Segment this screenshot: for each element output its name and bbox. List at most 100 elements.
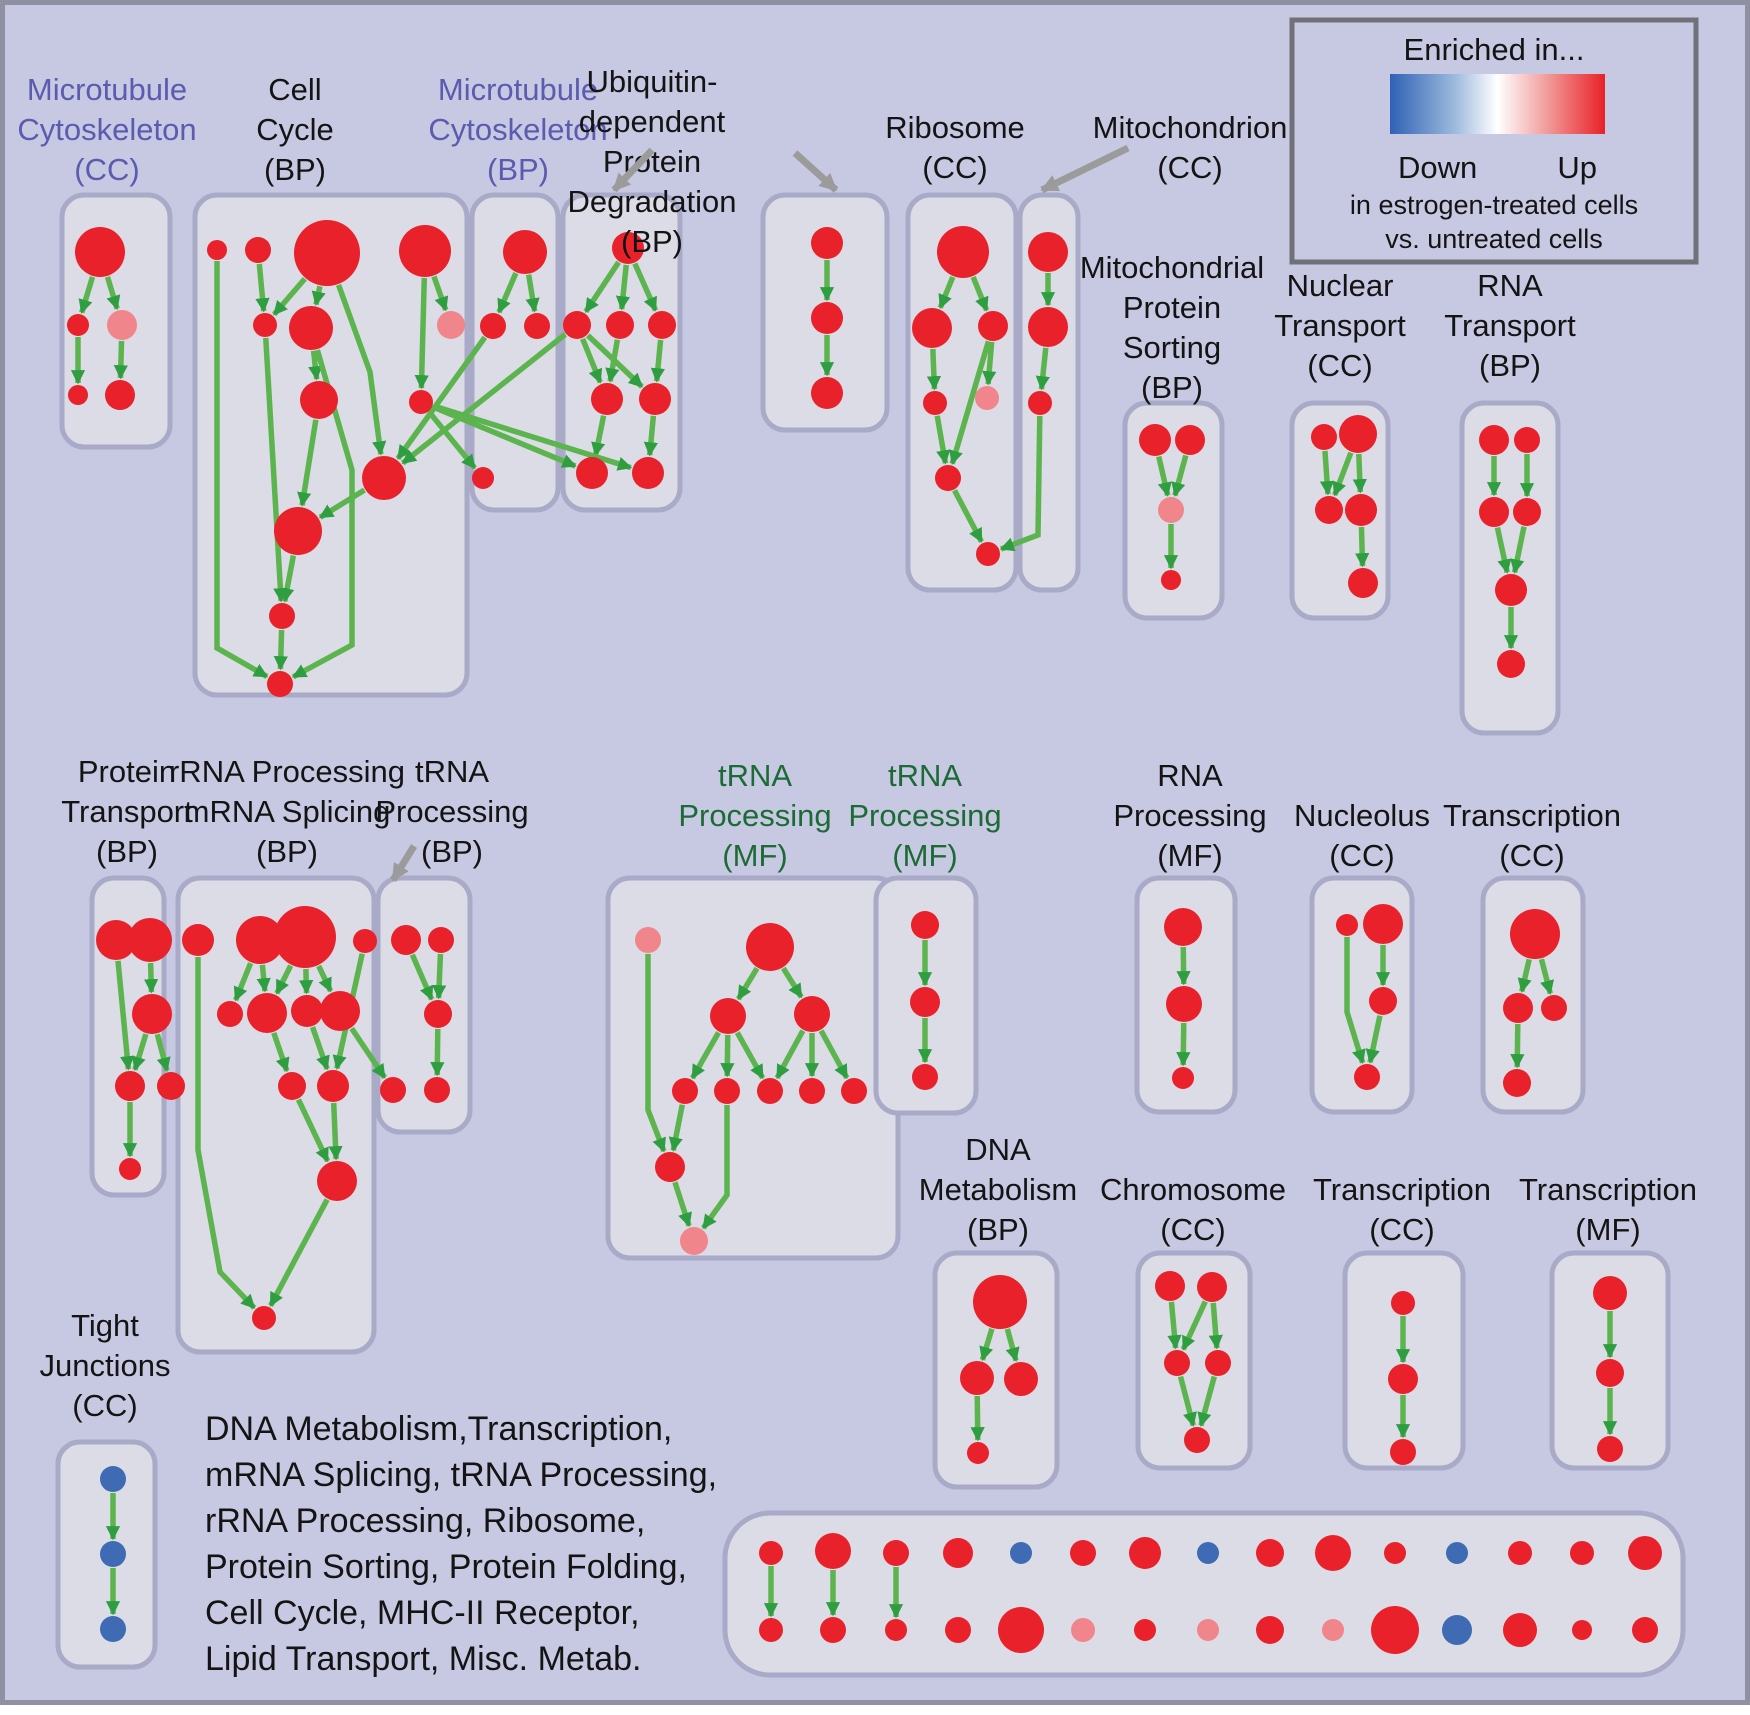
node-nucl-0: [1336, 914, 1358, 936]
node-rrna-8: [278, 1072, 306, 1100]
node-misc-10: [1384, 1542, 1406, 1564]
group-label-mt-cc: Microtubule Cytoskeleton (CC): [17, 72, 196, 187]
node-trna_mf1-5: [714, 1078, 740, 1104]
edge-chrom-0-2: [1167, 1301, 1182, 1350]
node-trna_bp-3: [380, 1077, 406, 1103]
edge-ribo-2-5: [949, 340, 992, 465]
node-trna_mf1-10: [680, 1227, 708, 1255]
group-label-rnat: RNA Transport (BP): [1444, 268, 1576, 383]
node-misc-24: [1322, 1619, 1344, 1641]
group-label-line: Transcription: [1443, 798, 1621, 833]
group-label-line: (BP): [967, 1212, 1029, 1247]
node-mito-2: [1028, 391, 1052, 415]
node-rnat-2: [1479, 497, 1509, 527]
node-txn_mf-1: [1596, 1359, 1624, 1387]
node-pt-5: [119, 1158, 141, 1180]
node-cc-3: [399, 225, 451, 277]
group-label-mps: Mitochondrial Protein Sorting (BP): [1080, 250, 1264, 405]
node-mt-cc-0: [75, 227, 125, 277]
node-rrna-4: [217, 1001, 243, 1027]
edge-trna_mf1-9-10: [672, 1181, 692, 1228]
edge-rrna-2-7: [316, 964, 334, 993]
edge-mps-0-2: [1156, 455, 1172, 497]
edge-ribo-0-1: [937, 275, 956, 309]
node-ubq2-2: [811, 377, 843, 409]
node-ubq1-4: [591, 383, 623, 415]
node-ribo-4: [975, 386, 999, 410]
node-rnat-1: [1514, 427, 1540, 453]
edge-trna_bp-0-2: [409, 953, 435, 1001]
edge-mps-1-2: [1171, 454, 1189, 497]
node-ribo-2: [978, 311, 1008, 341]
group-label-nucl: Nucleolus (CC): [1294, 798, 1430, 873]
misc-category-line: rRNA Processing, Ribosome,: [205, 1502, 645, 1540]
misc-category-line: Lipid Transport, Misc. Metab.: [205, 1640, 642, 1678]
group-label-txn_cc_bot: Transcription (CC): [1313, 1172, 1491, 1247]
legend-gradient-bar: [1390, 74, 1605, 134]
group-label-mtbp: Microtubule Cytoskeleton (BP): [428, 72, 607, 187]
group-label-line: dependent: [579, 104, 726, 139]
group-label-line: Protein: [603, 144, 701, 179]
group-label-line: Chromosome: [1100, 1172, 1286, 1207]
node-ubq1-2: [606, 311, 634, 339]
node-misc-12: [1508, 1541, 1532, 1565]
group-label-tj: Tight Junctions (CC): [40, 1308, 171, 1423]
edge-pt-1-2: [143, 962, 159, 994]
node-dnam-0: [973, 1275, 1027, 1329]
edge-cc-2-4: [272, 276, 307, 317]
group-label-line: Mitochondrion: [1093, 110, 1288, 145]
group-label-line: Tight: [71, 1308, 139, 1343]
edge-trna_mf1-2-6: [734, 1031, 766, 1080]
edge-txn_cc_mid-0-1: [1517, 958, 1532, 993]
edge-rrna-9-10: [328, 1102, 343, 1161]
node-ubq1-3: [648, 311, 676, 339]
edge-cc-11-12: [273, 629, 288, 671]
edge-chrom-1-2: [1180, 1300, 1208, 1351]
edge-rnat-2-4: [1494, 527, 1512, 574]
edge-trna_mf1-1-2: [736, 966, 760, 1001]
node-rrna-3: [353, 929, 377, 953]
edge-rrna-10-11: [268, 1198, 330, 1307]
edge-nucl-0-3: [1344, 937, 1366, 1065]
node-ubq1-7: [632, 457, 664, 489]
group-label-line: Degradation: [568, 184, 737, 219]
node-trna_mf1-9: [655, 1152, 685, 1182]
node-mtbp-2: [524, 313, 550, 339]
node-dnam-3: [967, 1442, 989, 1464]
node-chrom-0: [1155, 1271, 1185, 1301]
edge-rrna-6-9: [309, 1026, 330, 1071]
group-label-rrna: rRNA Processing mRNA Splicing (BP): [169, 754, 405, 869]
edge-trna_mf1-5-10: [701, 1105, 730, 1230]
node-misc-22: [1197, 1619, 1219, 1641]
node-mps-2: [1158, 497, 1184, 523]
group-label-line: (MF): [722, 838, 787, 873]
node-rnat-0: [1479, 425, 1509, 455]
node-mtbp-0: [503, 230, 547, 274]
group-label-line: (BP): [1141, 370, 1203, 405]
edge-cc-0-12: [214, 261, 269, 679]
edge-ubq1-3-5: [650, 339, 666, 383]
edge-ribo-3-5: [934, 415, 951, 465]
edge-dnam-0-1: [979, 1328, 995, 1362]
node-ubq2-0: [811, 227, 843, 259]
node-misc-20: [1071, 1618, 1095, 1642]
node-cc-5: [289, 306, 333, 350]
group-label-line: tRNA: [888, 758, 962, 793]
group-box-dnam: [932, 1250, 1060, 1490]
node-nuct-1: [1339, 415, 1377, 453]
node-ubq1-6: [576, 457, 608, 489]
group-label-line: (CC): [1499, 838, 1564, 873]
node-misc-14: [1628, 1536, 1662, 1570]
edge-pt-0-3: [115, 960, 135, 1071]
edge-ubq1-0-3: [632, 262, 659, 312]
edge-txn_cc_mid-0-2: [1538, 958, 1554, 995]
node-rrna-6: [291, 995, 323, 1027]
group-label-line: (CC): [1160, 1212, 1225, 1247]
group-label-line: Transcription: [1519, 1172, 1697, 1207]
group-label-trna_mf1: tRNA Processing (MF): [678, 758, 831, 873]
node-misc-0: [759, 1541, 783, 1565]
edge-cc-4-11: [263, 337, 288, 603]
node-rrna-1: [236, 916, 284, 964]
node-mito-1: [1028, 307, 1068, 347]
